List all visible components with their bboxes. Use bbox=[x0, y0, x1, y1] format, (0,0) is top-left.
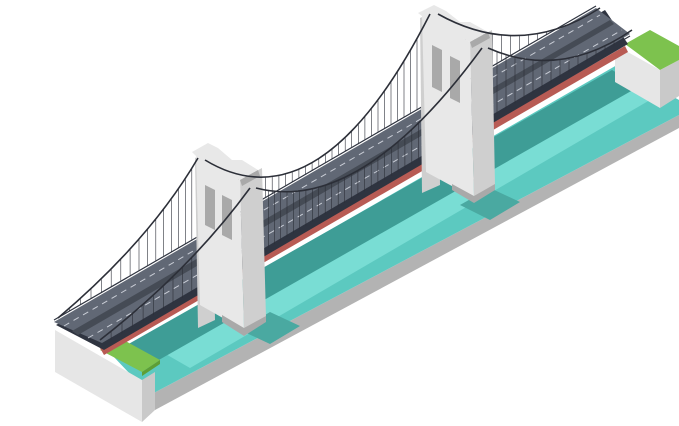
tower-right-arch-1 bbox=[432, 45, 442, 92]
deck-girder bbox=[100, 46, 628, 355]
tower-right-cap bbox=[418, 5, 488, 42]
tower-left-base bbox=[222, 315, 266, 336]
deck-railing-back bbox=[53, 5, 597, 321]
left-bank-front bbox=[55, 330, 142, 422]
tower-right-body bbox=[422, 15, 474, 198]
tower-right-cap-shadow bbox=[470, 32, 490, 48]
main-cable-front-right bbox=[487, 29, 633, 62]
right-bank-grass bbox=[625, 30, 679, 70]
tower-left-face bbox=[240, 168, 266, 330]
main-cable-back-left bbox=[57, 157, 199, 319]
right-bank-side bbox=[660, 60, 679, 108]
lane-marking-2 bbox=[87, 29, 623, 339]
tower-right-face bbox=[470, 30, 495, 198]
left-bank-side bbox=[142, 372, 155, 422]
tower-left bbox=[192, 143, 266, 336]
river-block bbox=[55, 30, 679, 422]
tower-right bbox=[418, 5, 495, 203]
tower-shadow-2 bbox=[460, 188, 520, 220]
tower-left-cap bbox=[192, 143, 258, 180]
tower-left-arch-1 bbox=[205, 185, 215, 230]
main-cable-back-right bbox=[437, 7, 601, 37]
tower-left-body bbox=[196, 155, 244, 330]
right-bank-front bbox=[615, 45, 660, 108]
main-cables bbox=[57, 7, 633, 341]
tower-left-cap-shadow bbox=[240, 170, 260, 186]
main-cable-back-center bbox=[204, 13, 431, 178]
main-cable-front-left bbox=[99, 187, 251, 341]
lane-marking-1 bbox=[63, 14, 601, 327]
tower-right-base bbox=[452, 184, 495, 203]
left-bank-grass-edge bbox=[142, 360, 160, 376]
main-cable-front-center bbox=[255, 47, 483, 193]
tower-right-arch-2 bbox=[450, 56, 460, 103]
tower-shadow-1 bbox=[240, 312, 300, 344]
